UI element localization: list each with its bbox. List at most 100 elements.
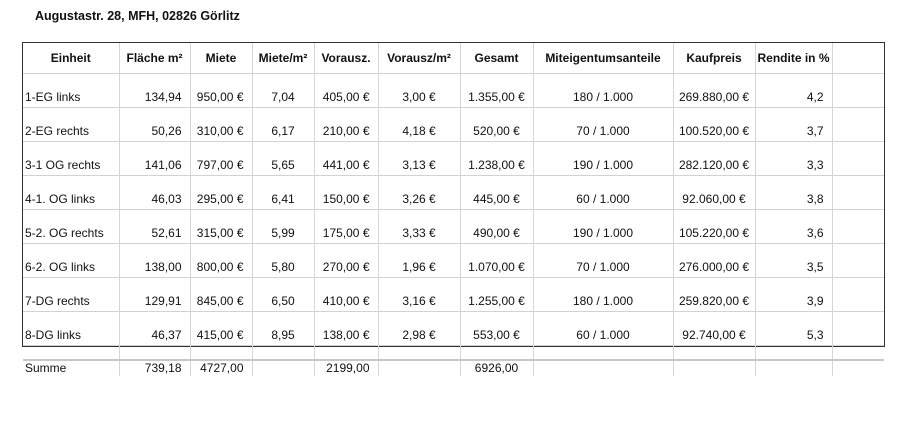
table-cell [532,359,673,376]
table-cell: 1,96 € [377,243,460,278]
table-cell: 52,61 [118,209,190,244]
table-cell: 129,91 [118,277,190,312]
table-cell: 150,00 € [313,175,378,210]
table-cell: 105.220,00 € [672,209,755,244]
table-cell: 739,18 [118,359,190,376]
column-header: Einheit [50,51,91,65]
table-cell: 6926,00 [459,359,533,376]
column-header: Gesamt [459,43,533,74]
table-row: 5-2. OG rechts 52,61 315,00 €5,99 175,00 €3… [23,209,884,244]
table-row: 2-EG rechts 50,26 310,00 €6,17 210,00 €4,18… [23,107,884,142]
table-cell: 5-2. OG rechts [23,209,119,244]
table-cell: 1.355,00 € [459,73,533,108]
table-cell: 410,00 € [313,277,378,312]
table-cell: 2,98 € [377,311,460,346]
summary-row: Summe 739,18 4727,00 2199,00 6926,00 [23,359,884,376]
table-cell: 490,00 € [459,209,533,244]
table-cell [831,107,884,142]
column-header: Kaufpreis [672,43,755,74]
table-cell: 5,99 [251,209,314,244]
empty-cell [23,345,119,360]
table-cell: 445,00 € [459,175,533,210]
table-cell: 6,41 [251,175,314,210]
table-cell [831,311,884,346]
table-cell: 46,37 [118,311,190,346]
table-cell [831,359,884,376]
table-cell: 295,00 € [189,175,252,210]
table-cell: 3,5 [754,243,832,278]
empty-cell [118,345,190,360]
table-cell: 210,00 € [313,107,378,142]
column-header: Fläche m² [118,43,190,74]
table-cell: 276.000,00 € [672,243,755,278]
table-cell: 315,00 € [189,209,252,244]
column-header: Miete [189,43,252,74]
table-cell: 70 / 1.000 [532,243,673,278]
column-header: Vorausz/m² [377,43,460,74]
empty-cell [251,345,314,360]
empty-cell [672,345,755,360]
table-cell: 3,26 € [377,175,460,210]
table-cell: 60 / 1.000 [532,311,673,346]
table-cell: 1.238,00 € [459,141,533,176]
empty-cell [754,345,832,360]
spacer-row [23,345,884,360]
table-cell: 4,18 € [377,107,460,142]
empty-cell [377,345,460,360]
table-cell: 4,2 [754,73,832,108]
column-header [831,43,884,74]
table-cell: 3-1 OG rechts [23,141,119,176]
table-cell: 50,26 [118,107,190,142]
empty-cell [532,345,673,360]
table-cell: 70 / 1.000 [532,107,673,142]
table-cell: 190 / 1.000 [532,141,673,176]
table-cell: 800,00 € [189,243,252,278]
table-cell: 3,16 € [377,277,460,312]
table-cell: 5,65 [251,141,314,176]
column-header: Vorausz. [313,43,378,74]
table-cell: 4727,00 [189,359,252,376]
column-header: Miete/m² [251,43,314,74]
table-row: 8-DG links 46,37 415,00 €8,95 138,00 €2,98 … [23,311,884,346]
table-cell: 3,13 € [377,141,460,176]
table-cell: 1-EG links [23,73,119,108]
column-header: Rendite in % [754,43,832,74]
table-cell: 259.820,00 € [672,277,755,312]
table-cell: 46,03 [118,175,190,210]
table-cell: 5,80 [251,243,314,278]
empty-cell [189,345,252,360]
table-cell: 553,00 € [459,311,533,346]
table-cell: 3,7 [754,107,832,142]
table-cell: 3,8 [754,175,832,210]
table-cell: 3,33 € [377,209,460,244]
table-cell: 6,17 [251,107,314,142]
table-cell: 1.255,00 € [459,277,533,312]
table-cell: 100.520,00 € [672,107,755,142]
property-table: Einheit Fläche m² Miete Miete/m² Vorausz. Vor… [22,42,885,376]
table-cell: 92.060,00 € [672,175,755,210]
table-cell: 175,00 € [313,209,378,244]
table-cell: 3,3 [754,141,832,176]
table-cell: 6,50 [251,277,314,312]
empty-cell [459,345,533,360]
table-cell: 6-2. OG links [23,243,119,278]
table-cell: 138,00 [118,243,190,278]
table-cell: 7,04 [251,73,314,108]
table-cell: 282.120,00 € [672,141,755,176]
table-cell: 180 / 1.000 [532,277,673,312]
table-row: 3-1 OG rechts 141,06 797,00 €5,65 441,00 €3… [23,141,884,176]
table-cell: 8,95 [251,311,314,346]
table-cell [831,277,884,312]
table-cell: 92.740,00 € [672,311,755,346]
table-cell: 2199,00 [313,359,378,376]
table-cell: 415,00 € [189,311,252,346]
table-cell: 7-DG rechts [23,277,119,312]
table-cell: 190 / 1.000 [532,209,673,244]
table-cell: 5,3 [754,311,832,346]
table-cell: 2-EG rechts [23,107,119,142]
table-row: 1-EG links 134,94 950,00 €7,04 405,00 €3,00… [23,73,884,108]
table-cell [377,359,460,376]
table-cell [251,359,314,376]
empty-cell [313,345,378,360]
table-cell [831,209,884,244]
